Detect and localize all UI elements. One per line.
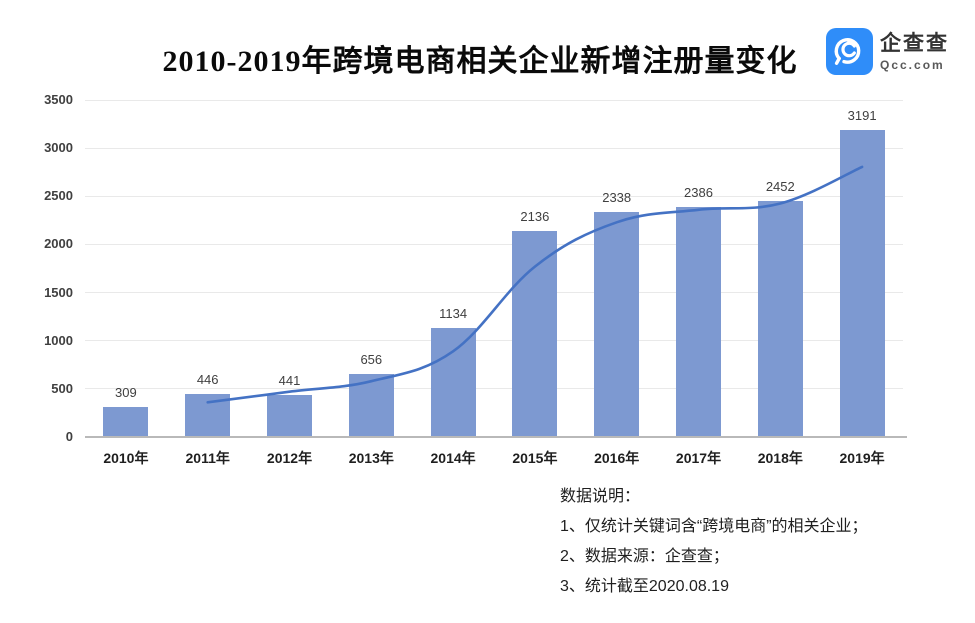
qcc-logo: 企查查 Qcc.com	[826, 28, 949, 75]
bar-value-label: 2338	[602, 189, 632, 205]
y-axis-label-500: 500	[51, 380, 73, 396]
bar-value-label: 656	[360, 351, 383, 367]
bar-2013年	[348, 373, 394, 437]
bar-2018年	[757, 200, 803, 437]
x-axis-label-2015年: 2015年	[512, 450, 558, 466]
chart-title: 2010-2019年跨境电商相关企业新增注册量变化	[162, 45, 798, 78]
bar-2012年	[267, 394, 312, 437]
data-notes: 数据说明： 1、仅统计关键词含“跨境电商”的相关企业； 2、数据来源：企查查； …	[560, 482, 868, 602]
gridline-2500	[85, 195, 903, 197]
bar-2019年	[839, 129, 885, 437]
gridline-3500	[85, 99, 903, 101]
y-axis-label-3500: 3500	[44, 92, 73, 107]
notes-heading: 数据说明：	[560, 488, 641, 505]
y-axis-label-1500: 1500	[44, 284, 73, 300]
note-item: 1、仅统计关键词含“跨境电商”的相关企业；	[560, 518, 868, 535]
x-axis-label-2018年: 2018年	[757, 450, 803, 466]
y-axis-label-0: 0	[65, 429, 73, 444]
logo-domain: Qcc.com	[880, 57, 945, 72]
bar-value-label: 1134	[439, 305, 468, 321]
y-axis-label-2000: 2000	[44, 236, 73, 252]
bar-2010年	[103, 407, 149, 437]
y-axis-label-2500: 2500	[44, 188, 73, 204]
bar-value-label: 2386	[684, 185, 713, 201]
x-axis-label-2017年: 2017年	[675, 450, 722, 466]
x-axis-label-2014年: 2014年	[430, 450, 476, 466]
bar-value-label: 446	[196, 372, 219, 388]
bar-2016年	[594, 211, 640, 437]
logo-name: 企查查	[880, 31, 949, 55]
x-axis-label-2012年: 2012年	[266, 450, 313, 466]
bar-value-label: 309	[115, 385, 137, 401]
bar-2014年	[430, 327, 476, 437]
x-axis-label-2019年: 2019年	[839, 450, 885, 466]
x-axis-label-2013年: 2013年	[348, 450, 394, 466]
note-item: 2、数据来源：企查查；	[560, 548, 729, 565]
bar-2011年	[185, 394, 231, 437]
x-axis-label-2011年: 2011年	[185, 450, 230, 466]
x-axis-line	[85, 436, 907, 438]
y-axis-label-3000: 3000	[44, 140, 73, 156]
bar-2017年	[676, 207, 721, 437]
gridline-3000	[85, 147, 903, 149]
bar-value-label: 441	[278, 372, 301, 388]
bar-value-label: 2136	[520, 209, 550, 225]
qcc-magnifier-icon	[826, 28, 873, 75]
bar-value-label: 3191	[847, 107, 877, 123]
x-axis-label-2016年: 2016年	[594, 450, 640, 466]
y-axis-label-1000: 1000	[44, 332, 73, 348]
note-item: 3、统计截至2020.08.19	[560, 578, 729, 595]
bar-2015年	[512, 231, 558, 437]
bar-value-label: 2452	[765, 178, 795, 194]
x-axis-label-2010年: 2010年	[103, 450, 149, 466]
